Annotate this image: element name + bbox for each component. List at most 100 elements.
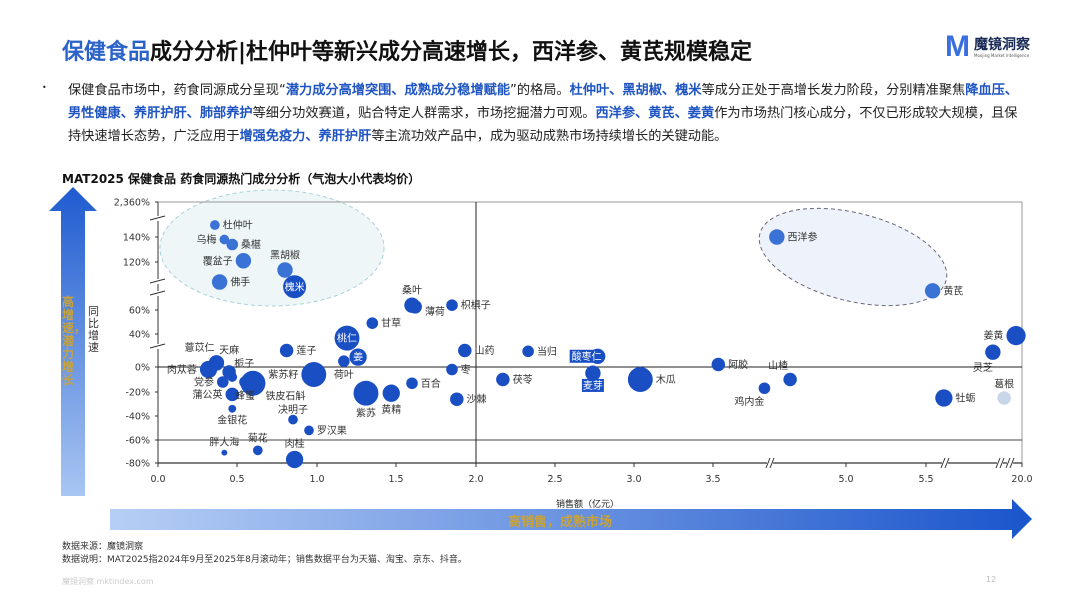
bubble-枣 <box>446 363 458 376</box>
bubble-蒲公英 <box>225 387 240 402</box>
bubble-甘草 <box>366 317 379 330</box>
bubble-桃仁 <box>334 325 360 351</box>
bubble-label: 天麻 <box>219 343 239 356</box>
bubble-label: 黄芪 <box>943 284 963 297</box>
y-arrow-text: 高增速，潜力增长 <box>62 295 87 387</box>
body-text: 保健食品市场中，药食同源成分呈现“ <box>68 83 286 98</box>
bubble-葛根 <box>997 391 1011 405</box>
x-tick-label: 1.5 <box>388 474 403 485</box>
bubble-label: 桃仁 <box>337 332 357 345</box>
highlight-text: 降血压、男性健康、养肝护肝、肺部养护 <box>68 83 1018 121</box>
bubble-当归 <box>522 345 534 358</box>
title-highlight: 保健食品 <box>62 40 151 65</box>
bubble-label: 阿胶 <box>728 358 748 371</box>
logo-mark-icon: M <box>945 30 970 63</box>
x-break-gap <box>1007 458 1013 468</box>
y-tick-label: 140% <box>123 233 150 244</box>
bubble-桑椹 <box>226 238 239 251</box>
bubble-山药 <box>458 343 472 358</box>
bubble-label: 麦芽 <box>583 379 603 392</box>
bubble-label: 杜仲叶 <box>223 219 253 232</box>
bubble-label: 牡蛎 <box>956 392 976 405</box>
page-number: 12 <box>986 575 997 584</box>
bubble-label: 荷叶 <box>334 369 354 381</box>
bubble-label: 枣 <box>461 364 471 376</box>
bubble-牡蛎 <box>935 389 953 407</box>
bubble-木瓜 <box>627 367 653 392</box>
highlight-text: 潜力成分高增突围、成熟成分稳增赋能 <box>285 83 511 98</box>
bubble-乌梅 <box>219 234 230 245</box>
x-axis-break-icon <box>944 457 950 469</box>
bubble-label: 肉桂 <box>285 437 305 450</box>
x-tick-label: 5.5 <box>918 474 933 485</box>
bubble-肉苁蓉 <box>199 360 218 379</box>
bubble-label: 百合 <box>421 377 441 390</box>
y-growth-arrow <box>49 187 97 496</box>
bubble-覆盆子 <box>235 253 252 269</box>
bubble-label: 党参 <box>194 376 214 389</box>
x-tick-label: 3.5 <box>705 474 720 485</box>
bubble-label: 酸枣仁 <box>572 350 602 363</box>
y-break-gap <box>151 291 165 296</box>
bubble-莲子 <box>279 343 294 358</box>
bubble-佛手 <box>211 274 228 290</box>
highlight-text: 杜仲叶、黑胡椒、槐米 <box>569 83 702 98</box>
x-axis-break-icon <box>995 457 1001 469</box>
body-text: ”的格局。 <box>510 83 570 98</box>
bubble-label: 沙棘 <box>467 394 487 406</box>
x-axis-break-icon <box>940 457 946 469</box>
highlight-text: 西洋参、黄芪、姜黄 <box>595 106 715 121</box>
x-break-gap <box>942 458 948 468</box>
bubble-灵芝 <box>985 344 1001 360</box>
bubble-西洋参 <box>769 229 785 245</box>
bubble-label: 覆盆子 <box>203 254 233 267</box>
bubble-label: 茯苓 <box>513 373 533 386</box>
data-source: 数据来源：魔镜洞察 <box>62 542 144 552</box>
bubble-label: 山楂 <box>768 359 788 372</box>
y-axis-break-icon <box>149 290 166 296</box>
y-tick-label: 40% <box>129 330 150 341</box>
bubble-label: 蜂蜜 <box>235 389 255 402</box>
y-tick-label: 60% <box>129 306 150 317</box>
y-tick-label: 120% <box>123 258 150 269</box>
bubble-栀子 <box>227 372 238 382</box>
bubble-label: 薄荷 <box>425 305 445 318</box>
title-rest: 成分分析|杜仲叶等新兴成分高速增长，西洋参、黄芪规模稳定 <box>150 40 753 65</box>
bubble-决明子 <box>288 414 298 425</box>
y-axis-break-icon <box>149 343 166 349</box>
bubble-label: 西洋参 <box>788 231 818 244</box>
mature-cluster-ellipse <box>758 207 948 307</box>
bubble-肉桂 <box>285 450 304 469</box>
label-highlight-box <box>581 378 604 392</box>
x-tick-label: 1.0 <box>309 474 324 485</box>
bubble-黄精 <box>382 384 400 402</box>
bullet-icon: • <box>42 83 47 92</box>
x-tick-label: 3.0 <box>626 474 641 485</box>
y-break-gap <box>151 344 165 349</box>
page-title: 保健食品成分分析|杜仲叶等新兴成分高速增长，西洋参、黄芪规模稳定 <box>62 34 752 66</box>
bubble-label: 槐米 <box>285 280 305 293</box>
emerging-cluster-ellipse <box>159 189 385 307</box>
bubble-label: 乌梅 <box>197 233 217 246</box>
x-arrow-text: 高销售，成熟市场 <box>508 515 613 530</box>
bubble-label: 黄精 <box>381 403 401 416</box>
bubble-杜仲叶 <box>210 220 220 230</box>
bubble-罗汉果 <box>304 425 314 436</box>
bubble-黑胡椒 <box>277 262 293 278</box>
highlight-text: 增强免疫力、养肝护肝 <box>239 129 372 144</box>
y-break-gap <box>151 216 165 221</box>
bubble-label: 紫苏 <box>356 407 376 420</box>
bubble-党参 <box>216 376 229 388</box>
bubble-姜黄 <box>1006 326 1026 346</box>
x-tick-label: 0.5 <box>229 474 244 485</box>
body-text: 等成分正处于高增长发力阶段，分别精准聚焦 <box>701 83 966 98</box>
bubble-紫苏 <box>353 380 379 406</box>
bubble-阿胶 <box>711 357 726 372</box>
bubble-菊花 <box>252 445 263 456</box>
bubble-label: 栀子 <box>234 357 254 370</box>
bubble-label: 胖大海 <box>209 436 239 449</box>
bubble-荷叶 <box>338 355 350 368</box>
watermark: 魔镜洞察 mktindex.com <box>62 577 154 586</box>
y-tick-label: 0% <box>135 363 150 374</box>
